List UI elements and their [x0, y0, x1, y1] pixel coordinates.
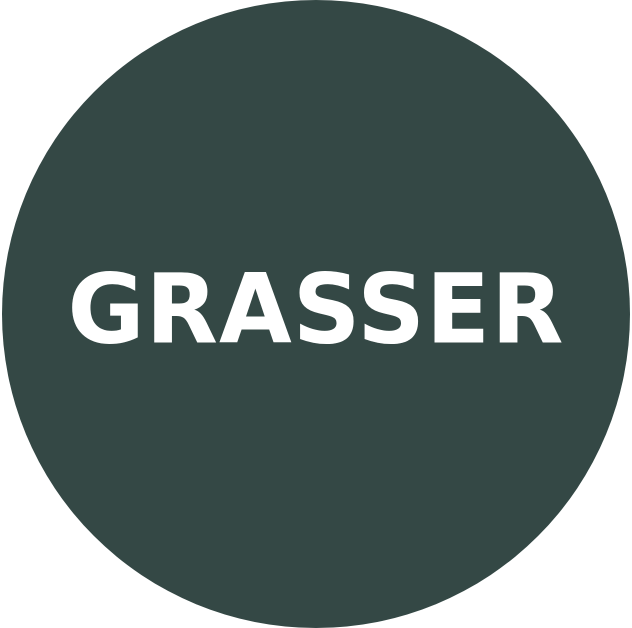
logo-wordmark: GRASSER: [67, 254, 565, 367]
